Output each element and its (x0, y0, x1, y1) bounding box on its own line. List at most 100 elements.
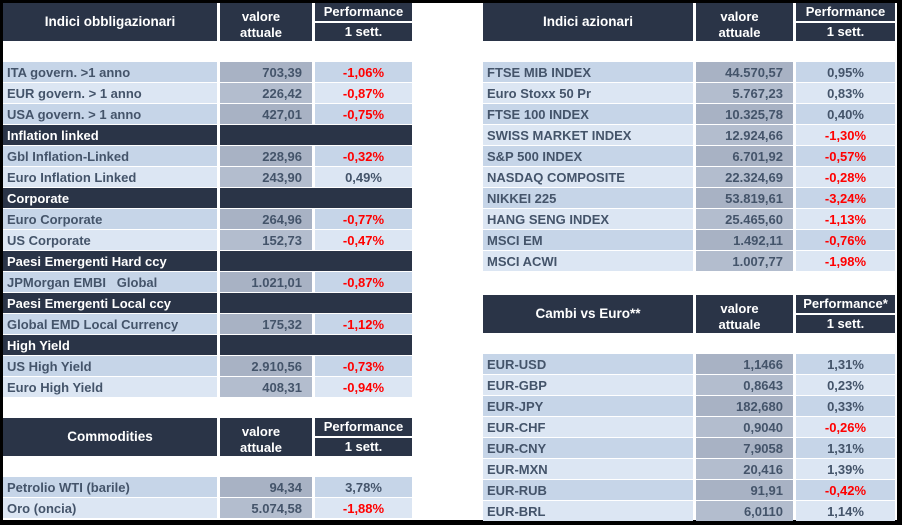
row-label: EUR-CHF (483, 417, 693, 437)
row-value: 226,42 (220, 83, 312, 103)
table-row: S&P 500 INDEX 6.701,92 -0,57% (483, 146, 895, 166)
row-value: 427,01 (220, 104, 312, 124)
row-label: NIKKEI 225 (483, 188, 693, 208)
row-performance: -0,75% (315, 104, 412, 124)
table-row: Gbl Inflation-Linked 228,96 -0,32% (3, 146, 412, 166)
row-label: Euro Corporate (3, 209, 217, 229)
row-label: EUR-BRL (483, 501, 693, 521)
row-value: 5.074,58 (220, 498, 312, 518)
table-row: EUR-RUB 91,91 -0,42% (483, 480, 895, 500)
section-header-row: Paesi Emergenti Hard ccy (3, 251, 412, 271)
table-row: EUR-USD 1,1466 1,31% (483, 354, 895, 374)
table-row: Euro Stoxx 50 Pr 5.767,23 0,83% (483, 83, 895, 103)
row-performance: -0,73% (315, 356, 412, 376)
table-row: JPMorgan EMBI Global 1.021,01 -0,87% (3, 272, 412, 292)
row-value: 0,8643 (696, 375, 793, 395)
column-header-performance: Performance 1 sett. (315, 3, 412, 41)
table-row: EUR-MXN 20,416 1,39% (483, 459, 895, 479)
row-value: 703,39 (220, 62, 312, 82)
row-label: Oro (oncia) (3, 498, 217, 518)
row-value: 182,680 (696, 396, 793, 416)
row-label: S&P 500 INDEX (483, 146, 693, 166)
row-label: EUR govern. > 1 anno (3, 83, 217, 103)
table-row: SWISS MARKET INDEX 12.924,66 -1,30% (483, 125, 895, 145)
row-label: Paesi Emergenti Local ccy (3, 293, 217, 313)
row-label: Euro Stoxx 50 Pr (483, 83, 693, 103)
row-label: Petrolio WTI (barile) (3, 477, 217, 497)
table-row: Oro (oncia) 5.074,58 -1,88% (3, 498, 412, 518)
row-performance: 0,95% (796, 62, 895, 82)
row-performance: 0,83% (796, 83, 895, 103)
table-row: Euro Inflation Linked 243,90 0,49% (3, 167, 412, 187)
row-label: EUR-MXN (483, 459, 693, 479)
row-performance: 0,49% (315, 167, 412, 187)
table-row: Global EMD Local Currency 175,32 -1,12% (3, 314, 412, 334)
row-performance: -0,76% (796, 230, 895, 250)
table-title: Commodities (3, 418, 217, 456)
table-row: Euro Corporate 264,96 -0,77% (3, 209, 412, 229)
row-label: EUR-CNY (483, 438, 693, 458)
table-row: EUR-GBP 0,8643 0,23% (483, 375, 895, 395)
row-value: 5.767,23 (696, 83, 793, 103)
row-value (220, 335, 412, 355)
row-value: 6,0110 (696, 501, 793, 521)
row-label: Inflation linked (3, 125, 217, 145)
row-performance: 1,31% (796, 438, 895, 458)
table-spacer (483, 333, 895, 354)
row-performance: 1,39% (796, 459, 895, 479)
row-performance: -0,94% (315, 377, 412, 397)
row-performance: -0,32% (315, 146, 412, 166)
row-performance: -0,26% (796, 417, 895, 437)
row-value: 20,416 (696, 459, 793, 479)
row-value: 1.007,77 (696, 251, 793, 271)
row-label: FTSE 100 INDEX (483, 104, 693, 124)
row-label: ITA govern. >1 anno (3, 62, 217, 82)
row-label: HANG SENG INDEX (483, 209, 693, 229)
table-row: Petrolio WTI (barile) 94,34 3,78% (3, 477, 412, 497)
bond-indices-table: Indici obbligazionari valore attuale Per… (3, 3, 412, 398)
table-row: NIKKEI 225 53.819,61 -3,24% (483, 188, 895, 208)
table-title: Indici obbligazionari (3, 3, 217, 41)
row-performance: -0,77% (315, 209, 412, 229)
row-value (220, 125, 412, 145)
row-value: 7,9058 (696, 438, 793, 458)
row-value: 0,9040 (696, 417, 793, 437)
fx-vs-euro-table-header: Cambi vs Euro** valore attuale Performan… (483, 295, 895, 333)
table-row: Euro High Yield 408,31 -0,94% (3, 377, 412, 397)
column-header-value: valore attuale (696, 295, 793, 333)
table-row: EUR-JPY 182,680 0,33% (483, 396, 895, 416)
table-row: ITA govern. >1 anno 703,39 -1,06% (3, 62, 412, 82)
row-label: FTSE MIB INDEX (483, 62, 693, 82)
row-label: MSCI ACWI (483, 251, 693, 271)
row-value: 1.492,11 (696, 230, 793, 250)
row-performance: -3,24% (796, 188, 895, 208)
table-row: NASDAQ COMPOSITE 22.324,69 -0,28% (483, 167, 895, 187)
row-performance: -0,87% (315, 272, 412, 292)
row-value: 264,96 (220, 209, 312, 229)
table-title: Cambi vs Euro** (483, 295, 693, 333)
table-spacer (483, 41, 895, 62)
column-header-performance: Performance* 1 sett. (796, 295, 895, 333)
section-header-row: High Yield (3, 335, 412, 355)
row-label: Corporate (3, 188, 217, 208)
table-row: USA govern. > 1 anno 427,01 -0,75% (3, 104, 412, 124)
column-header-performance: Performance 1 sett. (796, 3, 895, 41)
row-label: Euro High Yield (3, 377, 217, 397)
row-value: 25.465,60 (696, 209, 793, 229)
equity-indices-table: Indici azionari valore attuale Performan… (483, 3, 895, 272)
row-performance: -0,42% (796, 480, 895, 500)
row-value (220, 251, 412, 271)
table-spacer (3, 456, 412, 477)
table-row: MSCI EM 1.492,11 -0,76% (483, 230, 895, 250)
table-row: MSCI ACWI 1.007,77 -1,98% (483, 251, 895, 271)
table-row: EUR-CHF 0,9040 -0,26% (483, 417, 895, 437)
row-performance: 1,14% (796, 501, 895, 521)
row-label: EUR-JPY (483, 396, 693, 416)
table-title: Indici azionari (483, 3, 693, 41)
row-label: SWISS MARKET INDEX (483, 125, 693, 145)
section-header-row: Corporate (3, 188, 412, 208)
table-row: EUR govern. > 1 anno 226,42 -0,87% (3, 83, 412, 103)
row-value: 175,32 (220, 314, 312, 334)
row-value: 44.570,57 (696, 62, 793, 82)
row-performance: -1,88% (315, 498, 412, 518)
